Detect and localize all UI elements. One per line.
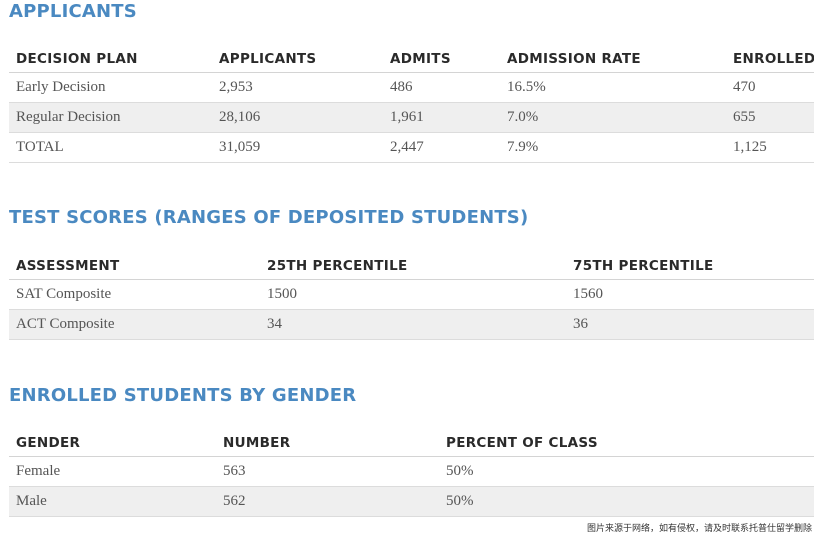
75th-percentile-cell: 1560 — [573, 286, 603, 302]
admission-rate-cell: 7.0% — [507, 109, 539, 125]
table-header-row: ASSESSMENT 25TH PERCENTILE 75TH PERCENTI… — [9, 248, 814, 280]
table-row: Early Decision 2,953 486 16.5% 470 — [9, 73, 814, 103]
table-header-row: GENDER NUMBER PERCENT OF CLASS — [9, 425, 814, 457]
test-scores-section-title: TEST SCORES (RANGES OF DEPOSITED STUDENT… — [9, 207, 529, 228]
admits-cell: 486 — [390, 79, 413, 95]
admits-cell: 1,961 — [390, 109, 424, 125]
applicants-cell: 28,106 — [219, 109, 261, 125]
decision-plan-cell: Regular Decision — [16, 109, 121, 125]
table-header-row: DECISION PLAN APPLICANTS ADMITS ADMISSIO… — [9, 41, 814, 73]
gender-cell: Female — [16, 463, 61, 479]
table-row-total: TOTAL 31,059 2,447 7.9% 1,125 — [9, 133, 814, 163]
gender-section-title: ENROLLED STUDENTS BY GENDER — [9, 385, 357, 406]
gender-table: GENDER NUMBER PERCENT OF CLASS Female 56… — [9, 425, 814, 517]
source-watermark: 图片来源于网络，如有侵权，请及时联系托普仕留学删除 — [586, 524, 812, 534]
percent-of-class-cell: 50% — [446, 463, 474, 479]
column-header-gender: GENDER — [16, 434, 81, 451]
number-cell: 562 — [223, 493, 246, 509]
enrolled-cell: 470 — [733, 79, 756, 95]
applicants-cell: 31,059 — [219, 139, 261, 155]
decision-plan-cell: Early Decision — [16, 79, 106, 95]
enrolled-cell: 1,125 — [733, 139, 767, 155]
table-row: Male 562 50% — [9, 487, 814, 517]
admits-cell: 2,447 — [390, 139, 424, 155]
table-row: ACT Composite 34 36 — [9, 310, 814, 340]
applicants-section-title: APPLICANTS — [9, 1, 137, 22]
applicants-table: DECISION PLAN APPLICANTS ADMITS ADMISSIO… — [9, 41, 814, 163]
decision-plan-cell: TOTAL — [16, 139, 64, 155]
gender-cell: Male — [16, 493, 47, 509]
column-header-percent-of-class: PERCENT OF CLASS — [446, 434, 598, 451]
admission-rate-cell: 7.9% — [507, 139, 539, 155]
column-header-25th-percentile: 25TH PERCENTILE — [267, 257, 408, 274]
table-row: Regular Decision 28,106 1,961 7.0% 655 — [9, 103, 814, 133]
table-row: Female 563 50% — [9, 457, 814, 487]
test-scores-table: ASSESSMENT 25TH PERCENTILE 75TH PERCENTI… — [9, 248, 814, 340]
25th-percentile-cell: 34 — [267, 316, 282, 332]
percent-of-class-cell: 50% — [446, 493, 474, 509]
column-header-admits: ADMITS — [390, 50, 451, 67]
assessment-cell: SAT Composite — [16, 286, 112, 302]
admission-rate-cell: 16.5% — [507, 79, 546, 95]
column-header-applicants: APPLICANTS — [219, 50, 317, 67]
assessment-cell: ACT Composite — [16, 316, 115, 332]
number-cell: 563 — [223, 463, 246, 479]
75th-percentile-cell: 36 — [573, 316, 588, 332]
enrolled-cell: 655 — [733, 109, 756, 125]
table-row: SAT Composite 1500 1560 — [9, 280, 814, 310]
column-header-admission-rate: ADMISSION RATE — [507, 50, 641, 67]
25th-percentile-cell: 1500 — [267, 286, 297, 302]
column-header-decision-plan: DECISION PLAN — [16, 50, 138, 67]
column-header-enrolled: ENROLLED — [733, 50, 814, 67]
column-header-assessment: ASSESSMENT — [16, 257, 120, 274]
column-header-number: NUMBER — [223, 434, 291, 451]
applicants-cell: 2,953 — [219, 79, 253, 95]
column-header-75th-percentile: 75TH PERCENTILE — [573, 257, 714, 274]
